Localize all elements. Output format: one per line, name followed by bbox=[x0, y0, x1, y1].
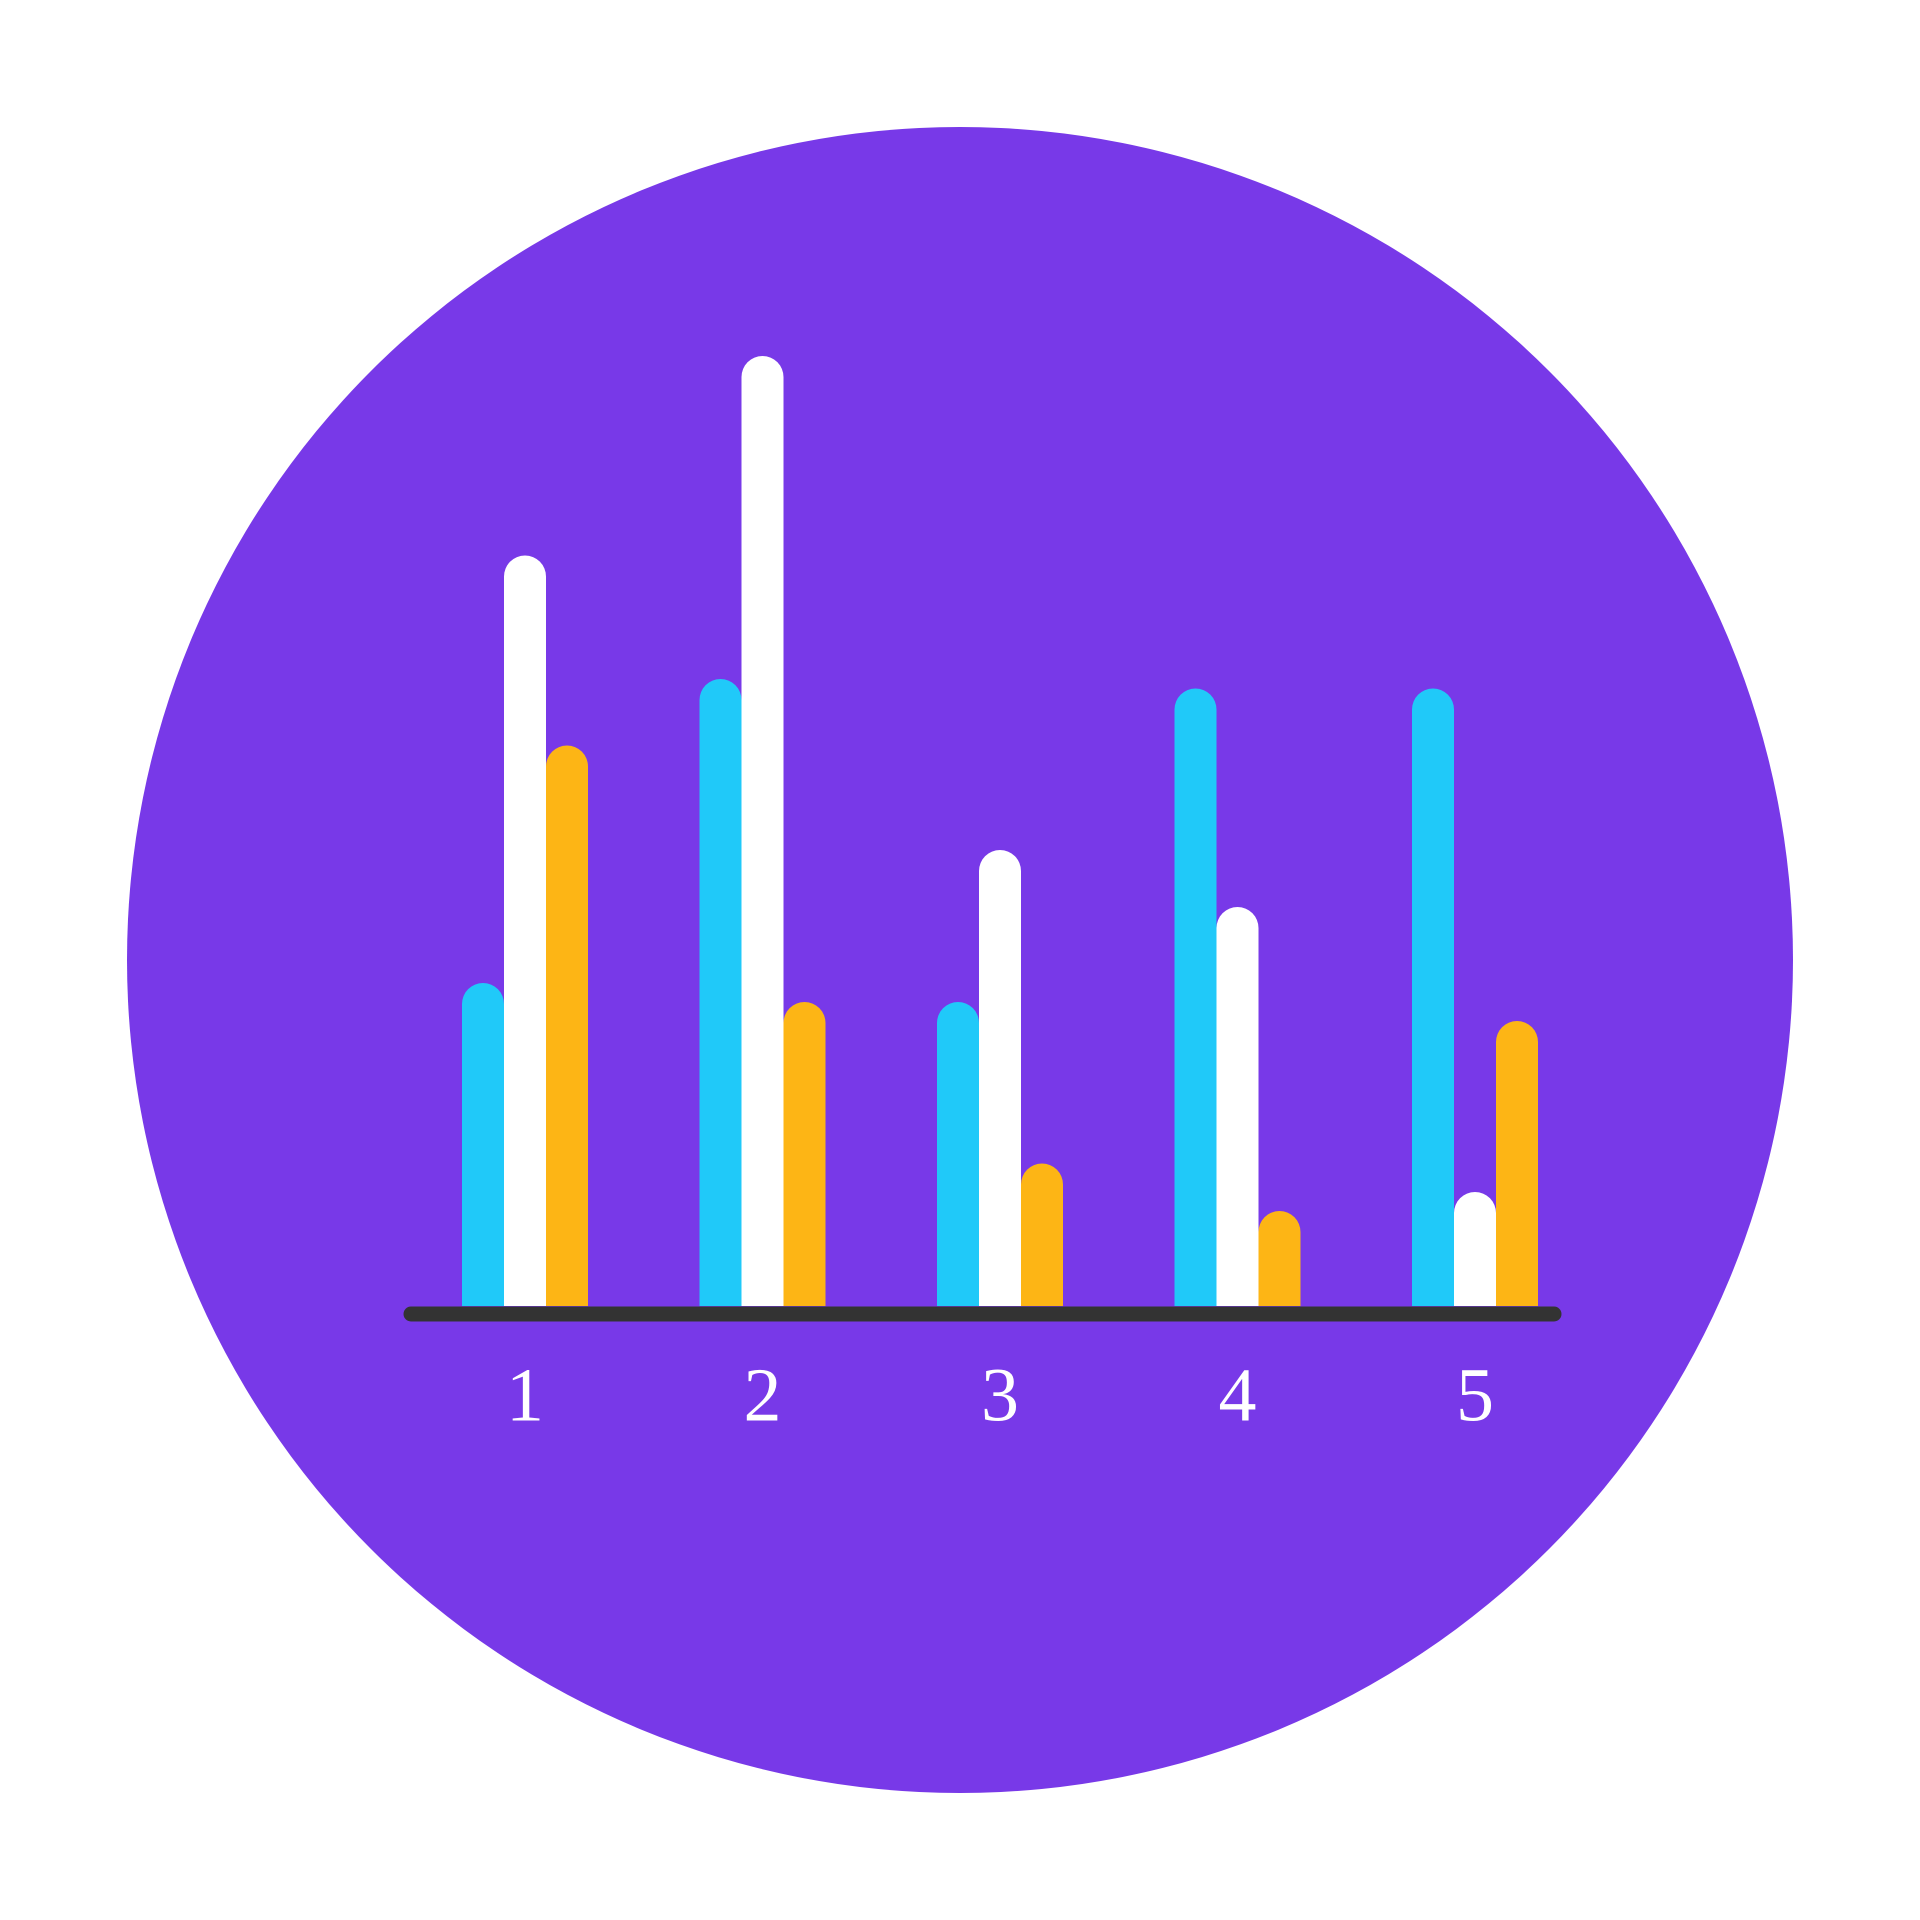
x-tick-label: 4 bbox=[1219, 1353, 1257, 1437]
bar bbox=[699, 679, 742, 1306]
bar bbox=[741, 356, 784, 1306]
bar bbox=[1021, 1163, 1063, 1306]
bar bbox=[1412, 688, 1454, 1306]
bar bbox=[1496, 1021, 1538, 1306]
bar bbox=[1174, 688, 1217, 1306]
x-tick-label: 5 bbox=[1456, 1353, 1494, 1437]
bar bbox=[504, 555, 546, 1306]
bar bbox=[979, 850, 1021, 1306]
bar bbox=[937, 1002, 979, 1306]
x-tick-label: 1 bbox=[506, 1353, 544, 1437]
bar bbox=[1454, 1192, 1496, 1306]
bars bbox=[462, 356, 1538, 1306]
bar bbox=[462, 983, 504, 1306]
bar bbox=[783, 1002, 826, 1306]
x-tick-labels: 1 2 3 4 5 bbox=[506, 1353, 1494, 1437]
bar bbox=[546, 745, 588, 1306]
background-circle bbox=[127, 127, 1793, 1793]
bar bbox=[1258, 1211, 1301, 1306]
x-tick-label: 3 bbox=[981, 1353, 1019, 1437]
x-tick-label: 2 bbox=[744, 1353, 782, 1437]
bar bbox=[1216, 907, 1259, 1306]
